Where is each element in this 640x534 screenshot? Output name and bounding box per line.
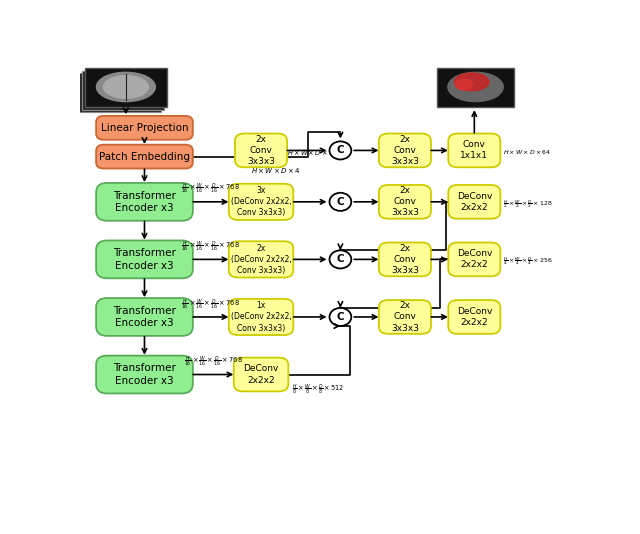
Text: Linear Projection: Linear Projection	[100, 123, 188, 133]
Text: Conv
1x1x1: Conv 1x1x1	[460, 140, 488, 161]
Text: Patch Embedding: Patch Embedding	[99, 152, 190, 162]
Text: 2x
(DeConv 2x2x2,
Conv 3x3x3): 2x (DeConv 2x2x2, Conv 3x3x3)	[230, 244, 291, 275]
Text: 1x
(DeConv 2x2x2,
Conv 3x3x3): 1x (DeConv 2x2x2, Conv 3x3x3)	[230, 301, 291, 333]
Text: 2x
Conv
3x3x3: 2x Conv 3x3x3	[391, 135, 419, 166]
Text: 2x
Conv
3x3x3: 2x Conv 3x3x3	[391, 244, 419, 275]
FancyBboxPatch shape	[448, 185, 500, 219]
FancyBboxPatch shape	[448, 242, 500, 276]
Text: Transformer
Encoder x3: Transformer Encoder x3	[113, 191, 176, 213]
Text: C: C	[337, 312, 344, 322]
FancyBboxPatch shape	[96, 240, 193, 278]
FancyBboxPatch shape	[85, 68, 167, 107]
Text: 2x
Conv
3x3x3: 2x Conv 3x3x3	[247, 135, 275, 166]
Circle shape	[330, 142, 351, 160]
Text: $H \times W \times D \times 64$: $H \times W \times D \times 64$	[287, 148, 338, 157]
FancyBboxPatch shape	[379, 300, 431, 334]
FancyBboxPatch shape	[79, 73, 161, 112]
Text: DeConv
2x2x2: DeConv 2x2x2	[456, 249, 492, 270]
Text: $\frac{H}{16} \times \frac{W}{16} \times \frac{D}{16} \times 768$: $\frac{H}{16} \times \frac{W}{16} \times…	[181, 297, 240, 312]
FancyBboxPatch shape	[82, 70, 164, 109]
FancyBboxPatch shape	[234, 358, 288, 391]
Circle shape	[330, 193, 351, 211]
Ellipse shape	[104, 76, 148, 98]
FancyBboxPatch shape	[448, 134, 500, 167]
Text: $\frac{H}{16} \times \frac{W}{16} \times \frac{D}{16} \times 768$: $\frac{H}{16} \times \frac{W}{16} \times…	[181, 240, 240, 254]
Text: $\frac{H}{16} \times \frac{W}{16} \times \frac{D}{16} \times 768$: $\frac{H}{16} \times \frac{W}{16} \times…	[184, 355, 243, 369]
Circle shape	[330, 250, 351, 269]
Text: DeConv
2x2x2: DeConv 2x2x2	[456, 192, 492, 212]
FancyBboxPatch shape	[379, 134, 431, 167]
FancyBboxPatch shape	[379, 242, 431, 276]
Ellipse shape	[448, 72, 503, 101]
FancyBboxPatch shape	[96, 298, 193, 336]
Text: C: C	[337, 197, 344, 207]
FancyBboxPatch shape	[229, 184, 293, 220]
FancyBboxPatch shape	[448, 300, 500, 334]
FancyBboxPatch shape	[96, 116, 193, 140]
Text: C: C	[337, 254, 344, 264]
Ellipse shape	[456, 79, 472, 90]
Text: 2x
Conv
3x3x3: 2x Conv 3x3x3	[391, 186, 419, 217]
Text: Transformer
Encoder x3: Transformer Encoder x3	[113, 363, 176, 386]
Text: $\frac{H}{16} \times \frac{W}{16} \times \frac{D}{16} \times 768$: $\frac{H}{16} \times \frac{W}{16} \times…	[181, 183, 240, 197]
Circle shape	[330, 308, 351, 326]
FancyBboxPatch shape	[96, 356, 193, 394]
FancyBboxPatch shape	[229, 241, 293, 278]
FancyBboxPatch shape	[235, 134, 287, 167]
FancyBboxPatch shape	[229, 299, 293, 335]
Text: $\frac{H}{8} \times \frac{W}{8} \times \frac{D}{8} \times 512$: $\frac{H}{8} \times \frac{W}{8} \times \…	[292, 383, 344, 397]
Text: DeConv
2x2x2: DeConv 2x2x2	[456, 307, 492, 327]
FancyBboxPatch shape	[379, 185, 431, 219]
FancyBboxPatch shape	[96, 183, 193, 221]
Text: 2x
Conv
3x3x3: 2x Conv 3x3x3	[391, 301, 419, 333]
Text: $\frac{H}{4} \times \frac{W}{4} \times \frac{D}{4} \times 256$: $\frac{H}{4} \times \frac{W}{4} \times \…	[503, 255, 552, 268]
Ellipse shape	[454, 73, 489, 91]
Ellipse shape	[97, 72, 156, 101]
Text: DeConv
2x2x2: DeConv 2x2x2	[243, 365, 279, 384]
FancyBboxPatch shape	[96, 145, 193, 169]
Text: Transformer
Encoder x3: Transformer Encoder x3	[113, 306, 176, 328]
Text: 3x
(DeConv 2x2x2,
Conv 3x3x3): 3x (DeConv 2x2x2, Conv 3x3x3)	[230, 186, 291, 217]
Text: Transformer
Encoder x3: Transformer Encoder x3	[113, 248, 176, 271]
Text: $\frac{H}{2} \times \frac{W}{2} \times \frac{D}{2} \times 128$: $\frac{H}{2} \times \frac{W}{2} \times \…	[503, 198, 552, 210]
Text: $H \times W \times D \times 4$: $H \times W \times D \times 4$	[252, 166, 301, 175]
Text: $H \times W \times D \times 64$: $H \times W \times D \times 64$	[503, 148, 551, 156]
FancyBboxPatch shape	[437, 68, 514, 107]
Text: C: C	[337, 145, 344, 155]
